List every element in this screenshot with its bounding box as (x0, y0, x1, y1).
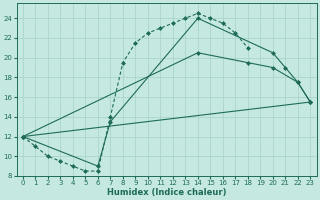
X-axis label: Humidex (Indice chaleur): Humidex (Indice chaleur) (107, 188, 226, 197)
